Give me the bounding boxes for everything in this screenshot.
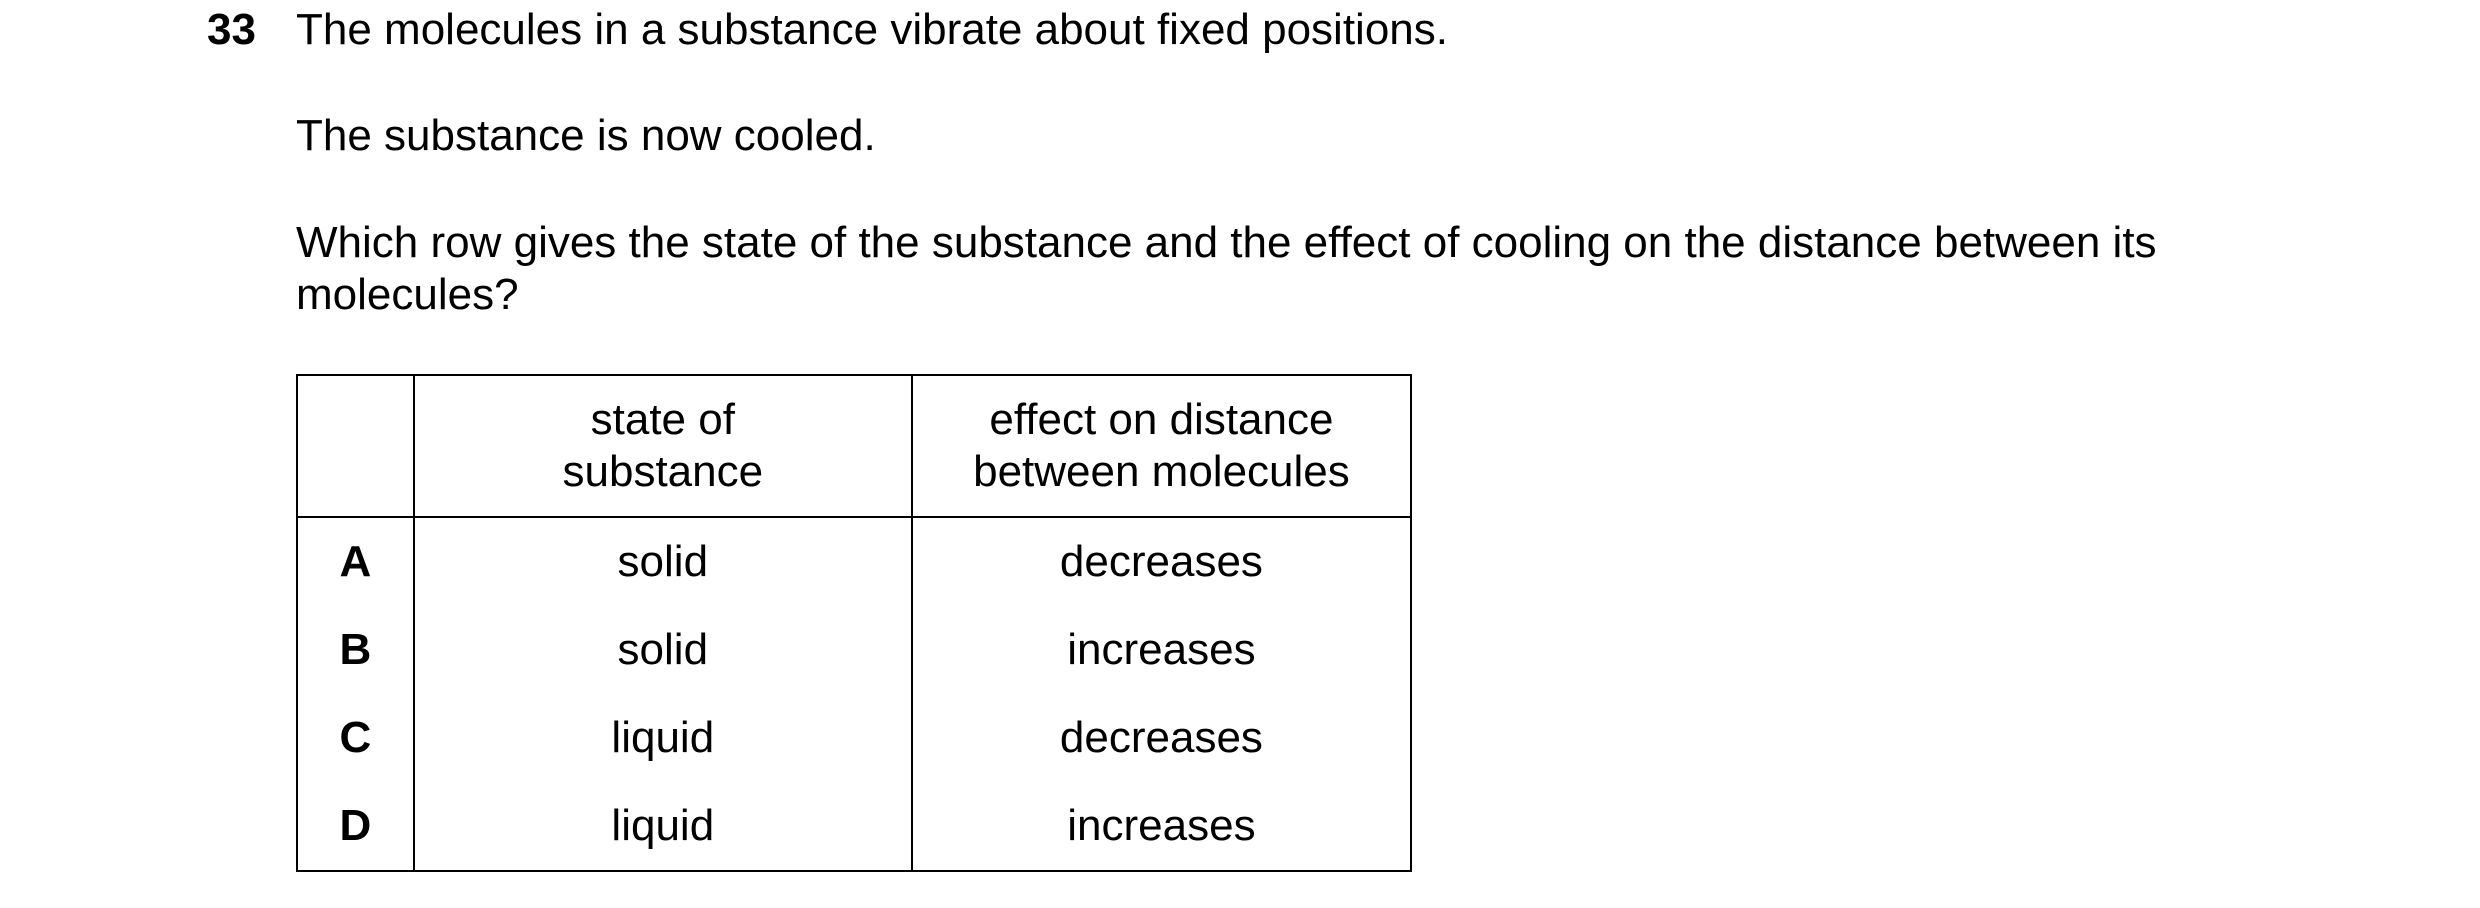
option-letter: D [296, 782, 415, 872]
header-state-line-1: state of [590, 395, 735, 444]
question-stem-line-1: The molecules in a substance vibrate abo… [296, 5, 1448, 54]
table-header-row: state of substance effect on distance be… [296, 374, 1413, 518]
table-row-d: D liquid increases [296, 782, 1413, 872]
table-row-a: A solid decreases [296, 517, 1413, 606]
header-state-of-substance: state of substance [412, 374, 913, 518]
table-row-b: B solid increases [296, 606, 1413, 694]
option-effect: increases [910, 606, 1413, 694]
option-state: solid [412, 606, 913, 694]
option-effect: increases [910, 782, 1413, 872]
question-stem-line-2: The substance is now cooled. [296, 111, 876, 160]
answer-options-table: state of substance effect on distance be… [296, 374, 1413, 872]
option-effect: decreases [910, 694, 1413, 782]
question-number: 33 [207, 5, 256, 54]
header-effect-line-1: effect on distance [989, 395, 1334, 444]
table-row-c: C liquid decreases [296, 694, 1413, 782]
option-state: liquid [412, 782, 913, 872]
option-letter: A [296, 517, 415, 606]
option-letter: B [296, 606, 415, 694]
header-state-line-2: substance [562, 447, 764, 496]
option-state: liquid [412, 694, 913, 782]
option-letter: C [296, 694, 415, 782]
header-effect-on-distance: effect on distance between molecules [910, 374, 1413, 518]
option-effect: decreases [910, 517, 1413, 606]
header-effect-line-2: between molecules [973, 447, 1350, 496]
header-blank-cell [296, 374, 415, 518]
option-state: solid [412, 517, 913, 606]
question-prompt: Which row gives the state of the substan… [296, 218, 2157, 319]
